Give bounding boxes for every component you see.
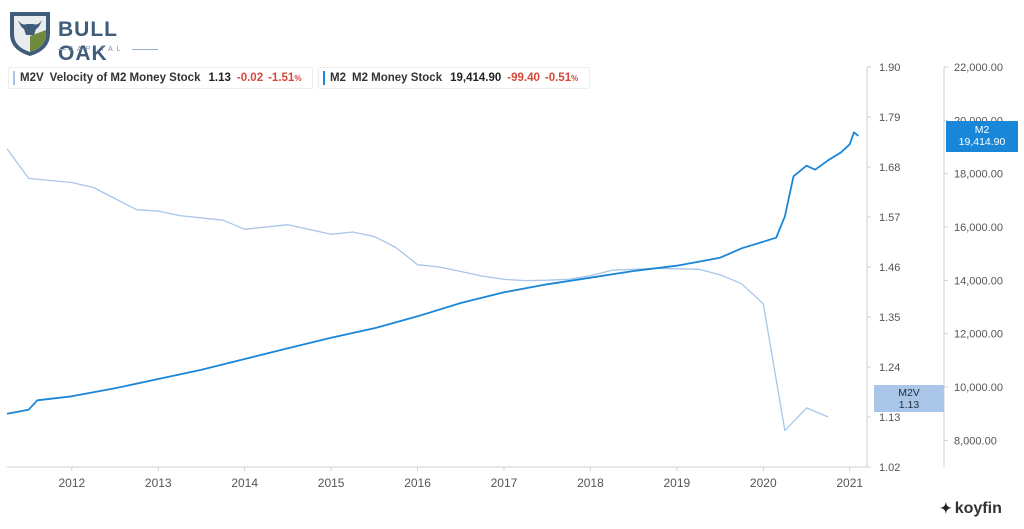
x-axis: 2012 2013 2014 2015 2016 2017 2018 2019 2020 2021 (58, 467, 863, 490)
legend-change: -99.40 (507, 72, 540, 84)
left-tick-label: 1.68 (879, 162, 900, 174)
legend-symbol: M2 (330, 72, 346, 84)
brand-rule (58, 49, 66, 50)
koyfin-watermark: ✦ koyfin (940, 500, 1002, 518)
x-tick-label: 2017 (491, 476, 518, 490)
m2-money-stock-line (6, 131, 859, 415)
legend-value: 1.13 (208, 72, 231, 84)
right-tick-label: 16,000.00 (954, 222, 1003, 234)
legend-series-name: Velocity of M2 Money Stock (49, 72, 201, 84)
right-tick-label: 18,000.00 (954, 169, 1003, 181)
flag-value: 1.13 (898, 399, 920, 411)
brand-name: BULL OAK (58, 18, 118, 65)
left-tick-label: 1.46 (879, 262, 900, 274)
flag-label: M2 (974, 124, 990, 136)
flag-value: 19,414.90 (958, 136, 1006, 148)
legend-symbol: M2V (20, 72, 44, 84)
right-tick-label: 14,000.00 (954, 275, 1003, 287)
left-tick-label: 1.35 (879, 312, 900, 324)
legend-series-name: M2 Money Stock (351, 72, 443, 84)
legend-m2[interactable]: M2 M2 Money Stock 19,414.90 -99.40 -0.51% (318, 67, 591, 89)
x-tick-label: 2012 (58, 476, 85, 490)
left-tick-label: 1.13 (879, 412, 900, 424)
left-axis: 1.90 1.79 1.68 1.57 1.46 1.35 1.24 1.13 1.02 (867, 62, 900, 474)
x-tick-label: 2013 (145, 476, 172, 490)
legend-pct-unit: % (294, 74, 302, 83)
legend-change-pct-value: -1.51 (268, 72, 295, 84)
legend-value: 19,414.90 (450, 72, 502, 84)
flag-label: M2V (898, 387, 920, 399)
series-layer (6, 131, 859, 432)
right-tick-label: 12,000.00 (954, 329, 1003, 341)
left-tick-label: 1.57 (879, 212, 900, 224)
legend-change: -0.02 (236, 72, 264, 84)
x-tick-label: 2015 (318, 476, 345, 490)
x-tick-label: 2019 (663, 476, 690, 490)
x-tick-label: 2014 (231, 476, 258, 490)
brand-subtitle: CAPITAL (68, 46, 125, 53)
x-tick-label: 2018 (577, 476, 604, 490)
left-tick-label: 1.79 (879, 112, 900, 124)
x-tick-label: 2016 (404, 476, 431, 490)
shield-icon (10, 12, 50, 56)
m2v-velocity-line (6, 148, 829, 432)
right-tick-label: 8,000.00 (954, 435, 997, 447)
legend-swatch (13, 70, 15, 85)
left-tick-label: 1.90 (879, 62, 900, 74)
legend-m2v[interactable]: M2V Velocity of M2 Money Stock 1.13 -0.02 -1… (8, 67, 314, 89)
legend-change-pct: -0.51% (545, 72, 578, 84)
left-tick-label: 1.24 (879, 362, 900, 374)
m2v-last-value-flag: M2V 1.13 (874, 385, 944, 412)
koyfin-logo-icon: ✦ (940, 500, 952, 516)
legend-change-pct: -1.51% (268, 72, 301, 84)
legend-change-pct-value: -0.51 (544, 72, 572, 84)
plot-frame (7, 67, 945, 468)
right-axis: 22,000.0020,000.0018,000.0016,000.0014,0… (944, 62, 1003, 447)
x-tick-label: 2021 (836, 476, 863, 490)
right-tick-label: 22,000.00 (954, 62, 1003, 74)
bull-oak-logo: BULL OAK CAPITAL (6, 8, 166, 65)
x-tick-label: 2020 (750, 476, 777, 490)
m2-last-value-flag: M2 19,414.90 (946, 121, 1018, 152)
brand-rule (132, 49, 158, 50)
right-tick-label: 10,000.00 (954, 382, 1003, 394)
legend-pct-unit: % (571, 74, 579, 83)
watermark-text: koyfin (954, 500, 1002, 517)
left-tick-label: 1.02 (879, 462, 900, 474)
legend-swatch (323, 70, 325, 85)
